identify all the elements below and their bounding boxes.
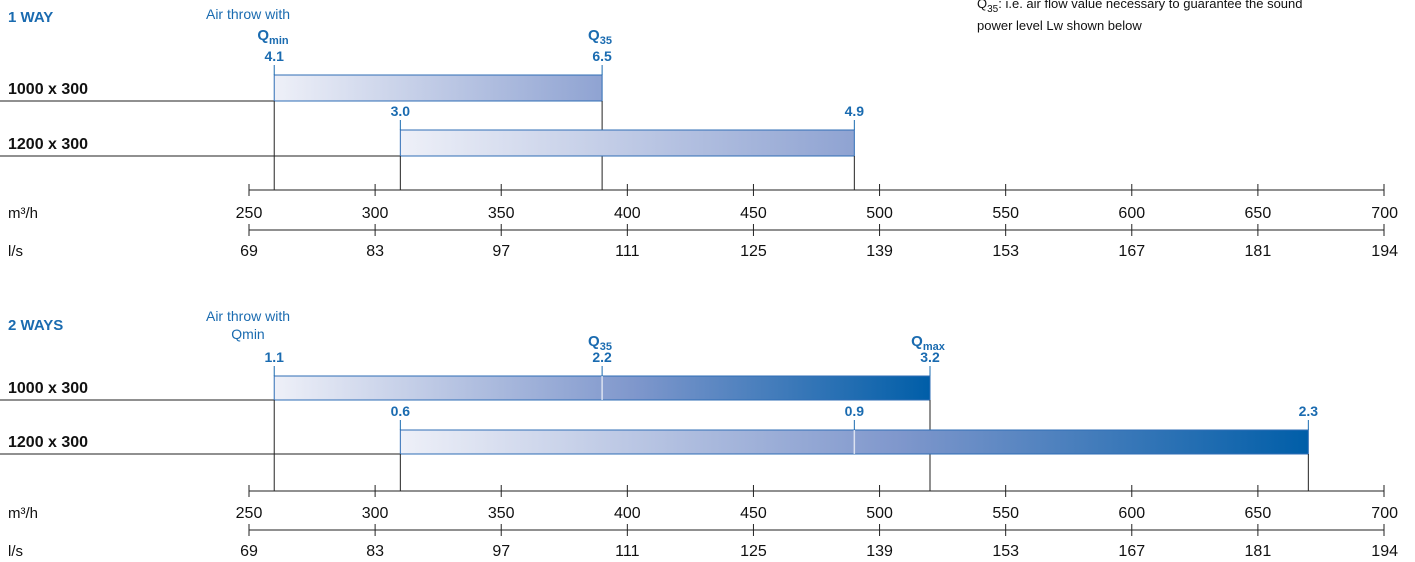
secondary-tick-label: 167 [1118,543,1145,560]
primary-tick-label: 500 [866,205,893,222]
primary-tick-label: 300 [362,505,389,522]
row-label: 1200 x 300 [8,434,88,451]
secondary-tick-label: 97 [492,243,510,260]
primary-tick-label: 500 [866,505,893,522]
secondary-tick-label: 181 [1245,243,1272,260]
primary-tick-label: 700 [1371,205,1398,222]
secondary-unit-label: l/s [8,543,23,560]
primary-tick-label: 400 [614,505,641,522]
secondary-tick-label: 83 [366,543,384,560]
air-throw-qmin-label-2: Qmin [231,326,264,342]
primary-tick-label: 350 [488,505,515,522]
marker-value: 1.1 [264,349,284,365]
secondary-unit-label: l/s [8,243,23,260]
primary-tick-label: 350 [488,205,515,222]
marker-value: 3.2 [920,349,940,365]
secondary-tick-label: 125 [740,243,767,260]
marker-value: 2.3 [1299,403,1319,419]
row-label: 1000 x 300 [8,380,88,397]
primary-tick-label: 700 [1371,505,1398,522]
primary-tick-label: 550 [992,505,1019,522]
primary-unit-label: m³/h [8,505,38,522]
primary-tick-label: 550 [992,205,1019,222]
marker-value: 4.1 [264,48,284,64]
chart-section-2-ways: 1000 x 300 1.1 2.2 3.2 1200 x 300 0.6 0.9 2.3 m³… [0,349,1398,560]
primary-tick-label: 400 [614,205,641,222]
section-title-1-way: 1 WAY [8,9,53,26]
primary-tick-label: 300 [362,205,389,222]
primary-tick-label: 600 [1118,205,1145,222]
marker-value: 3.0 [391,103,411,119]
row-label: 1000 x 300 [8,81,88,98]
secondary-tick-label: 167 [1118,243,1145,260]
secondary-tick-label: 139 [866,543,893,560]
marker-value: 4.9 [845,103,865,119]
secondary-tick-label: 125 [740,543,767,560]
note-line-1: Q35: i.e. air flow value necessary to gu… [977,0,1303,15]
primary-unit-label: m³/h [8,205,38,222]
primary-tick-label: 650 [1245,205,1272,222]
marker-value: 0.9 [845,403,865,419]
secondary-tick-label: 111 [615,543,639,560]
secondary-tick-label: 194 [1371,543,1398,560]
row-label: 1200 x 300 [8,136,88,153]
chart-section-1-way: 1000 x 300 4.1 6.5 1200 x 300 3.0 4.9 m³/h 250 3… [0,48,1398,260]
section-title-2-ways: 2 WAYS [8,317,63,334]
secondary-tick-label: 153 [992,243,1019,260]
bar-1200x300 [399,129,855,157]
secondary-tick-label: 111 [615,243,639,260]
secondary-tick-label: 181 [1245,543,1272,560]
primary-tick-label: 600 [1118,505,1145,522]
primary-tick-label: 450 [740,505,767,522]
secondary-tick-label: 153 [992,543,1019,560]
secondary-tick-label: 83 [366,243,384,260]
secondary-tick-label: 97 [492,543,510,560]
marker-value: 2.2 [592,349,612,365]
primary-tick-label: 250 [236,205,263,222]
primary-tick-label: 450 [740,205,767,222]
primary-tick-label: 250 [236,505,263,522]
note-line-2: power level Lw shown below [977,18,1142,33]
q-min-label-1: Qmin [257,27,289,47]
air-throw-label-2: Air throw with [206,308,290,324]
secondary-tick-label: 69 [240,243,258,260]
marker-value: 6.5 [592,48,612,64]
bar-1000x300 [273,74,603,102]
secondary-tick-label: 194 [1371,243,1398,260]
primary-tick-label: 650 [1245,505,1272,522]
q35-label-1: Q35 [588,27,612,47]
secondary-tick-label: 69 [240,543,258,560]
air-throw-label-1: Air throw with [206,6,290,22]
marker-value: 0.6 [391,403,411,419]
secondary-tick-label: 139 [866,243,893,260]
